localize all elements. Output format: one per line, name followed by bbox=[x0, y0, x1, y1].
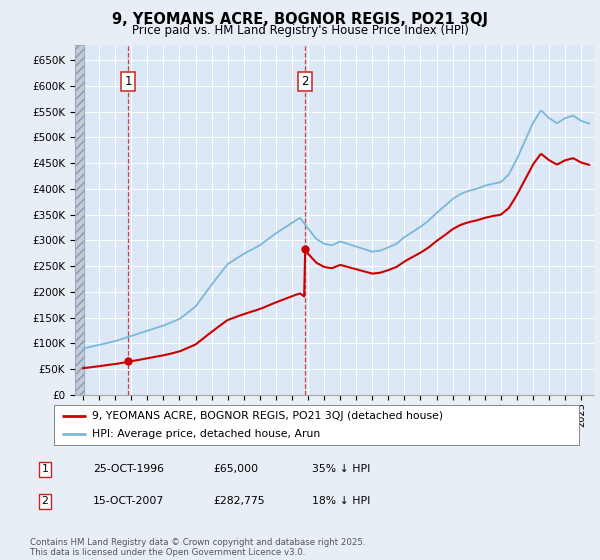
Text: Contains HM Land Registry data © Crown copyright and database right 2025.
This d: Contains HM Land Registry data © Crown c… bbox=[30, 538, 365, 557]
Bar bbox=[75, 45, 84, 395]
Text: 1: 1 bbox=[125, 75, 132, 88]
Text: 15-OCT-2007: 15-OCT-2007 bbox=[93, 496, 164, 506]
Text: £282,775: £282,775 bbox=[213, 496, 265, 506]
Text: 9, YEOMANS ACRE, BOGNOR REGIS, PO21 3QJ (detached house): 9, YEOMANS ACRE, BOGNOR REGIS, PO21 3QJ … bbox=[92, 411, 443, 421]
Text: £65,000: £65,000 bbox=[213, 464, 258, 474]
Text: HPI: Average price, detached house, Arun: HPI: Average price, detached house, Arun bbox=[92, 430, 320, 439]
Text: 1: 1 bbox=[41, 464, 49, 474]
Text: 18% ↓ HPI: 18% ↓ HPI bbox=[312, 496, 370, 506]
Text: Price paid vs. HM Land Registry's House Price Index (HPI): Price paid vs. HM Land Registry's House … bbox=[131, 24, 469, 36]
Bar bbox=[75, 45, 84, 395]
Text: 9, YEOMANS ACRE, BOGNOR REGIS, PO21 3QJ: 9, YEOMANS ACRE, BOGNOR REGIS, PO21 3QJ bbox=[112, 12, 488, 27]
Text: 25-OCT-1996: 25-OCT-1996 bbox=[93, 464, 164, 474]
Text: 2: 2 bbox=[41, 496, 49, 506]
Text: 2: 2 bbox=[301, 75, 308, 88]
Text: 35% ↓ HPI: 35% ↓ HPI bbox=[312, 464, 370, 474]
